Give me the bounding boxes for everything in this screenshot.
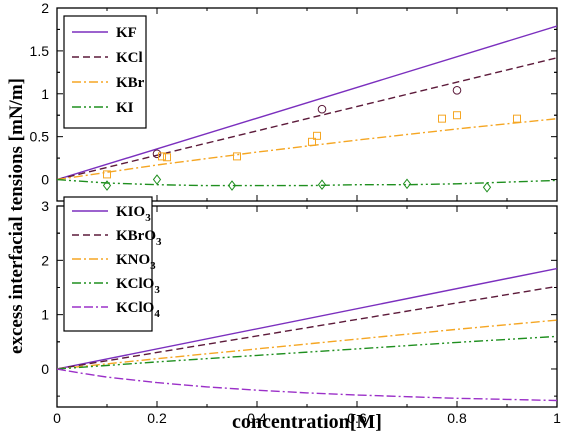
y-tick-label: 1.5 (30, 43, 50, 59)
series-group (57, 267, 557, 402)
legend-label-base: KIO (116, 204, 145, 220)
data-point-ki (152, 174, 162, 185)
x-tick-label: 0.8 (447, 410, 467, 426)
x-tick-label: 0.6 (347, 410, 367, 426)
data-point-kbr (163, 153, 171, 162)
legend-label-kcl: KCl (116, 50, 143, 66)
data-point-kbr (453, 111, 461, 120)
series-line-kclo3 (57, 335, 557, 370)
series-line-kclo4 (57, 368, 557, 402)
x-axis-title: concentration[M] (232, 411, 382, 433)
legend: KF KCl KBr KI (63, 15, 147, 129)
y-tick-label: 0 (41, 172, 49, 188)
legend-label-subscript: 3 (154, 284, 160, 296)
legend-label-base: KBrO (116, 228, 156, 244)
legend-label-base: KClO (116, 276, 154, 292)
legend-label-subscript: 3 (150, 260, 156, 272)
legend-label-base: KClO (116, 300, 154, 316)
y-tick-label: 1 (41, 307, 49, 323)
legend-label-subscript: 4 (154, 308, 160, 320)
data-point-kbr (308, 137, 316, 146)
y-tick-label: 3 (41, 198, 49, 214)
legend-label-kbro3: KBrO3 (116, 228, 162, 248)
data-point-kbr (313, 131, 321, 140)
legend-box (63, 196, 153, 332)
legend-label-base: KNO (116, 252, 150, 268)
data-point-kbr (438, 114, 446, 123)
legend-label-kio3: KIO3 (116, 204, 151, 224)
series-line-ki (57, 178, 557, 187)
legend-label-kclo4: KClO4 (116, 300, 160, 320)
data-point-kbr (513, 114, 521, 123)
legend-label-ki: KI (116, 100, 134, 116)
series-line-kf (57, 25, 557, 181)
legend-label-kno3: KNO3 (116, 252, 156, 272)
data-point-kbr (233, 152, 241, 161)
legend-label-subscript: 3 (156, 236, 162, 248)
y-tick-label: 0.5 (30, 129, 50, 145)
y-tick-label: 0 (41, 361, 49, 377)
legend-box (63, 15, 147, 129)
x-tick-label: 0 (53, 410, 61, 426)
legend-label-kclo3: KClO3 (116, 276, 160, 296)
data-point-ki (102, 180, 112, 191)
data-point-ki (402, 178, 412, 190)
legend-label-kbr: KBr (116, 75, 145, 91)
data-point-kcl (452, 86, 462, 95)
data-point-ki (227, 180, 237, 191)
y-tick-label: 1 (41, 86, 49, 102)
series-line-kio3 (57, 267, 557, 370)
legend-label-subscript: 3 (145, 212, 151, 224)
data-point-kcl (317, 104, 327, 114)
series-line-kno3 (57, 319, 557, 370)
y-tick-label: 2 (41, 0, 49, 16)
data-point-kbr (103, 170, 111, 179)
x-tick-label: 1 (553, 410, 561, 426)
series-line-kcl (57, 57, 557, 181)
top-panel: 0 0.5 1 1.5 2 KF KCl KBr KI (30, 0, 558, 202)
x-tick-label: 0.2 (147, 410, 167, 426)
data-point-kbr (158, 152, 166, 161)
legend-label-kf: KF (116, 25, 137, 41)
data-point-kcl (152, 149, 162, 159)
data-point-ki (317, 179, 327, 191)
series-group (57, 25, 557, 193)
data-point-ki (482, 181, 492, 193)
x-tick-label: 0.4 (247, 410, 267, 426)
series-line-kbro3 (57, 285, 557, 370)
y-axis-title: excess interfacial tensions [mN/m] (6, 78, 27, 354)
y-tick-label: 2 (41, 252, 49, 268)
